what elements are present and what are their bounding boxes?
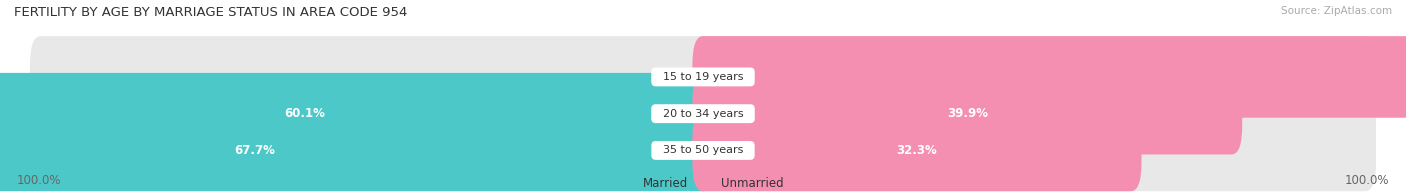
Text: 39.9%: 39.9%: [946, 107, 988, 120]
FancyBboxPatch shape: [0, 73, 714, 154]
Text: 100.0%: 100.0%: [1344, 174, 1389, 187]
FancyBboxPatch shape: [692, 73, 1243, 154]
Text: Source: ZipAtlas.com: Source: ZipAtlas.com: [1281, 6, 1392, 16]
Text: 20 to 34 years: 20 to 34 years: [655, 109, 751, 119]
Text: 100.0%: 100.0%: [17, 174, 62, 187]
Text: 15 to 19 years: 15 to 19 years: [655, 72, 751, 82]
FancyBboxPatch shape: [30, 110, 1376, 191]
FancyBboxPatch shape: [692, 36, 1406, 118]
Legend: Married, Unmarried: Married, Unmarried: [621, 177, 785, 190]
FancyBboxPatch shape: [692, 110, 1142, 191]
FancyBboxPatch shape: [30, 73, 1376, 154]
Text: 67.7%: 67.7%: [233, 144, 276, 157]
FancyBboxPatch shape: [30, 36, 1376, 118]
Text: 32.3%: 32.3%: [897, 144, 938, 157]
Text: 0.0%: 0.0%: [654, 70, 683, 83]
Text: FERTILITY BY AGE BY MARRIAGE STATUS IN AREA CODE 954: FERTILITY BY AGE BY MARRIAGE STATUS IN A…: [14, 6, 408, 19]
Text: 35 to 50 years: 35 to 50 years: [655, 145, 751, 155]
FancyBboxPatch shape: [0, 110, 714, 191]
Text: 60.1%: 60.1%: [284, 107, 325, 120]
